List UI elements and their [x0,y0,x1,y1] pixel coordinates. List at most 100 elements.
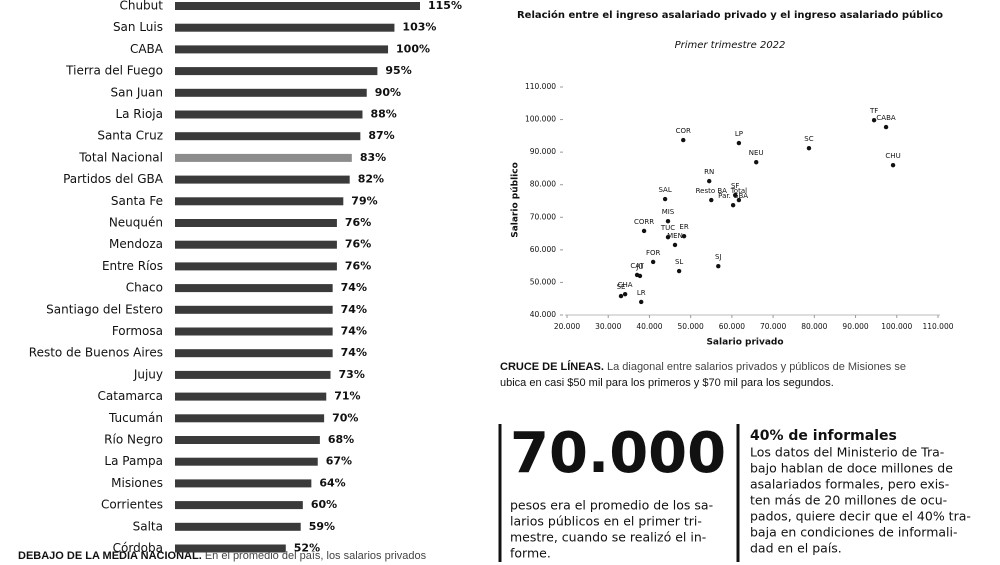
point-label: LR [637,289,646,297]
data-label: 103% [402,21,436,34]
x-tick-label: 80.000 [801,322,827,331]
point [736,197,742,203]
bar [175,349,333,358]
point-label: SC [804,135,813,143]
data-label: 83% [360,151,386,164]
data-label: 64% [319,476,345,489]
data-label: 76% [345,216,371,229]
y-tick-label: San Luis [113,20,163,34]
point-label: CHA [618,281,633,289]
x-tick-label: 50.000 [678,322,704,331]
data-label: 52% [294,542,320,555]
x-axis-label: Salario privado [706,338,783,348]
y-tick-label: Total Nacional [78,150,163,164]
point-label: CHU [885,152,900,160]
point [806,146,812,151]
y-tick-label: Tierra del Fuego [65,64,163,78]
point-label: TUC [660,224,675,232]
point [676,268,682,274]
point-label: COR [676,127,691,135]
bar [175,45,389,54]
data-label: 73% [339,368,365,381]
bar [175,67,378,76]
data-label: 70% [332,411,358,424]
bar [175,414,325,423]
data-label: 74% [341,325,367,338]
bar [175,23,395,32]
bar [175,262,337,271]
bar [175,370,331,379]
x-tick-label: 70.000 [760,322,786,331]
point-label: CAT [630,262,644,270]
point-label: FOR [646,249,661,257]
point-label: Par. GBA [718,192,748,200]
point [681,137,686,143]
point [709,197,714,203]
point [665,234,671,240]
data-label: 95% [385,64,411,77]
sidebar-text: bajo hablan de doce millones de [750,461,953,476]
x-tick-label: 20.000 [554,322,580,331]
bar [175,175,350,184]
bar [175,457,318,466]
point-label: SE [617,283,626,291]
y-tick-label: Mendoza [109,237,163,251]
point-label: MEN [667,232,683,240]
y-tick-label: Santa Fe [111,194,163,208]
highlight-text: forme. [510,546,551,561]
bar [175,501,303,510]
point-label: CORR [634,218,654,226]
bar [175,436,320,444]
y-tick-label: Chubut [119,0,163,13]
point-label: Resto BA [696,187,728,195]
data-label: 88% [370,108,396,121]
data-label: 82% [358,173,384,186]
point-label: NEU [749,149,764,157]
y-tick-label: Salta [133,519,163,533]
y-tick-label: Catamarca [98,389,163,403]
point [681,233,687,239]
point [732,192,738,198]
y-tick-label: 70.000 [530,212,556,221]
data-label: 74% [341,281,367,294]
point [650,259,656,265]
y-tick-label: 90.000 [530,147,556,156]
bar [175,153,352,162]
highlight-number: 70.000 [510,421,726,486]
sidebar-title: 40% de informales [750,428,897,444]
data-label: 59% [309,520,335,533]
x-tick-label: 100.000 [881,322,912,331]
sidebar-text: asalariados formales, pero exis- [750,477,949,492]
point-label: ER [679,223,688,231]
y-tick-label: La Pampa [104,454,163,468]
bar [175,219,337,227]
highlight-text: pesos era el promedio de los sa- [510,498,713,513]
y-tick-label: Chaco [126,281,163,295]
data-label: 67% [326,455,352,468]
data-label: 74% [341,303,367,316]
point [618,293,624,299]
y-tick-label: CABA [130,42,164,56]
data-label: 71% [334,390,360,403]
bar [175,88,367,97]
bar [175,479,312,488]
data-label: 79% [351,194,377,207]
bar [175,392,327,401]
data-label: 60% [311,498,337,511]
point [871,118,877,123]
point [662,196,668,202]
caption-2: CRUCE DE LÍNEAS. La diagonal entre salar… [500,360,906,373]
bar [175,327,333,336]
y-tick-label: La Rioja [115,107,163,121]
caption-1: DEBAJO DE LA MEDIA NACIONAL. En el prome… [18,550,427,562]
data-label: 100% [396,42,430,55]
sidebar-text: baja en condiciones de informali- [750,525,957,540]
data-label: 90% [375,86,401,99]
x-tick-label: 90.000 [842,322,868,331]
y-tick-label: Resto de Buenos Aires [29,346,163,360]
point [707,178,712,184]
x-tick-label: 110.000 [922,322,953,331]
bar [175,284,333,293]
y-tick-label: Partidos del GBA [63,172,164,186]
